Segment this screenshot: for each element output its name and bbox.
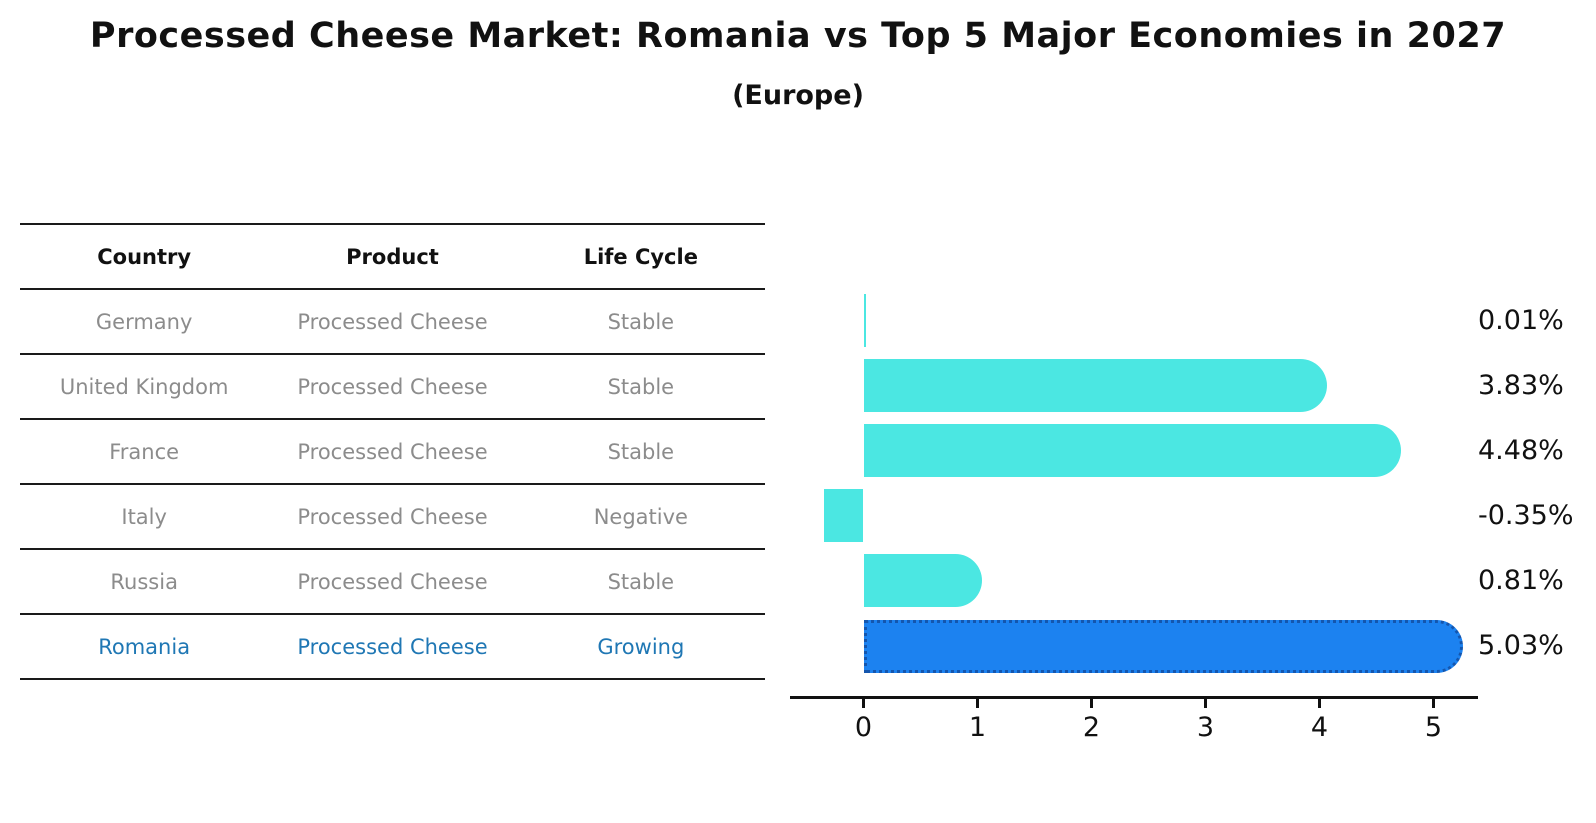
- bar-italy: [823, 489, 864, 543]
- value-label: 5.03%: [1478, 630, 1564, 661]
- cell-country: Germany: [20, 288, 269, 354]
- x-tick-mark: [1318, 699, 1321, 708]
- x-axis-line: [790, 696, 1478, 699]
- column-header-product: Product: [268, 223, 517, 289]
- x-tick-label: 3: [1196, 712, 1215, 743]
- table-row: Russia Processed Cheese Stable: [20, 548, 765, 614]
- x-tick-label: 5: [1424, 712, 1443, 743]
- cell-product: Processed Cheese: [268, 613, 517, 680]
- cell-life-cycle: Negative: [516, 483, 765, 549]
- table-row: Germany Processed Cheese Stable: [20, 288, 765, 354]
- cell-product: Processed Cheese: [268, 353, 517, 419]
- value-label: 0.81%: [1478, 564, 1564, 596]
- table-header-row: Country Product Life Cycle: [20, 223, 765, 289]
- country-table: Country Product Life Cycle Germany Proce…: [20, 223, 765, 680]
- cell-country: Russia: [20, 548, 269, 614]
- bar-france: [863, 424, 1401, 478]
- cell-life-cycle: Stable: [516, 548, 765, 614]
- cell-life-cycle: Growing: [516, 613, 765, 680]
- cell-country: France: [20, 418, 269, 484]
- x-tick-mark: [1432, 699, 1435, 708]
- chart-title: Processed Cheese Market: Romania vs Top …: [89, 16, 1507, 56]
- cell-product: Processed Cheese: [268, 288, 517, 354]
- x-tick-label: 2: [1082, 712, 1101, 743]
- chart-subtitle: (Europe): [732, 80, 864, 111]
- x-tick-label: 0: [854, 712, 873, 743]
- value-label: 4.48%: [1478, 434, 1564, 466]
- cell-life-cycle: Stable: [516, 353, 765, 419]
- column-header-country: Country: [20, 223, 269, 289]
- x-tick-mark: [976, 699, 979, 708]
- cell-life-cycle: Stable: [516, 288, 765, 354]
- cell-product: Processed Cheese: [268, 483, 517, 549]
- x-tick-label: 4: [1310, 712, 1329, 743]
- cell-product: Processed Cheese: [268, 418, 517, 484]
- x-tick-label: 1: [968, 712, 987, 743]
- column-header-life-cycle: Life Cycle: [516, 223, 765, 289]
- x-tick-mark: [862, 699, 865, 708]
- bar-romania: [863, 619, 1464, 673]
- cell-country: Romania: [20, 613, 269, 680]
- x-tick-mark: [1090, 699, 1093, 708]
- x-tick-mark: [1204, 699, 1207, 708]
- bar-germany: [863, 294, 866, 347]
- cell-product: Processed Cheese: [268, 548, 517, 614]
- cell-country: United Kingdom: [20, 353, 269, 419]
- bar-united-kingdom: [863, 359, 1327, 413]
- cell-country: Italy: [20, 483, 269, 549]
- value-label: 0.01%: [1478, 304, 1564, 336]
- table-row: Romania Processed Cheese Growing: [20, 613, 765, 680]
- bar-russia: [863, 554, 983, 608]
- table-row: France Processed Cheese Stable: [20, 418, 765, 484]
- table-row: Italy Processed Cheese Negative: [20, 483, 765, 549]
- value-label: 3.83%: [1478, 369, 1564, 401]
- cell-life-cycle: Stable: [516, 418, 765, 484]
- table-row: United Kingdom Processed Cheese Stable: [20, 353, 765, 419]
- value-label: -0.35%: [1478, 499, 1574, 531]
